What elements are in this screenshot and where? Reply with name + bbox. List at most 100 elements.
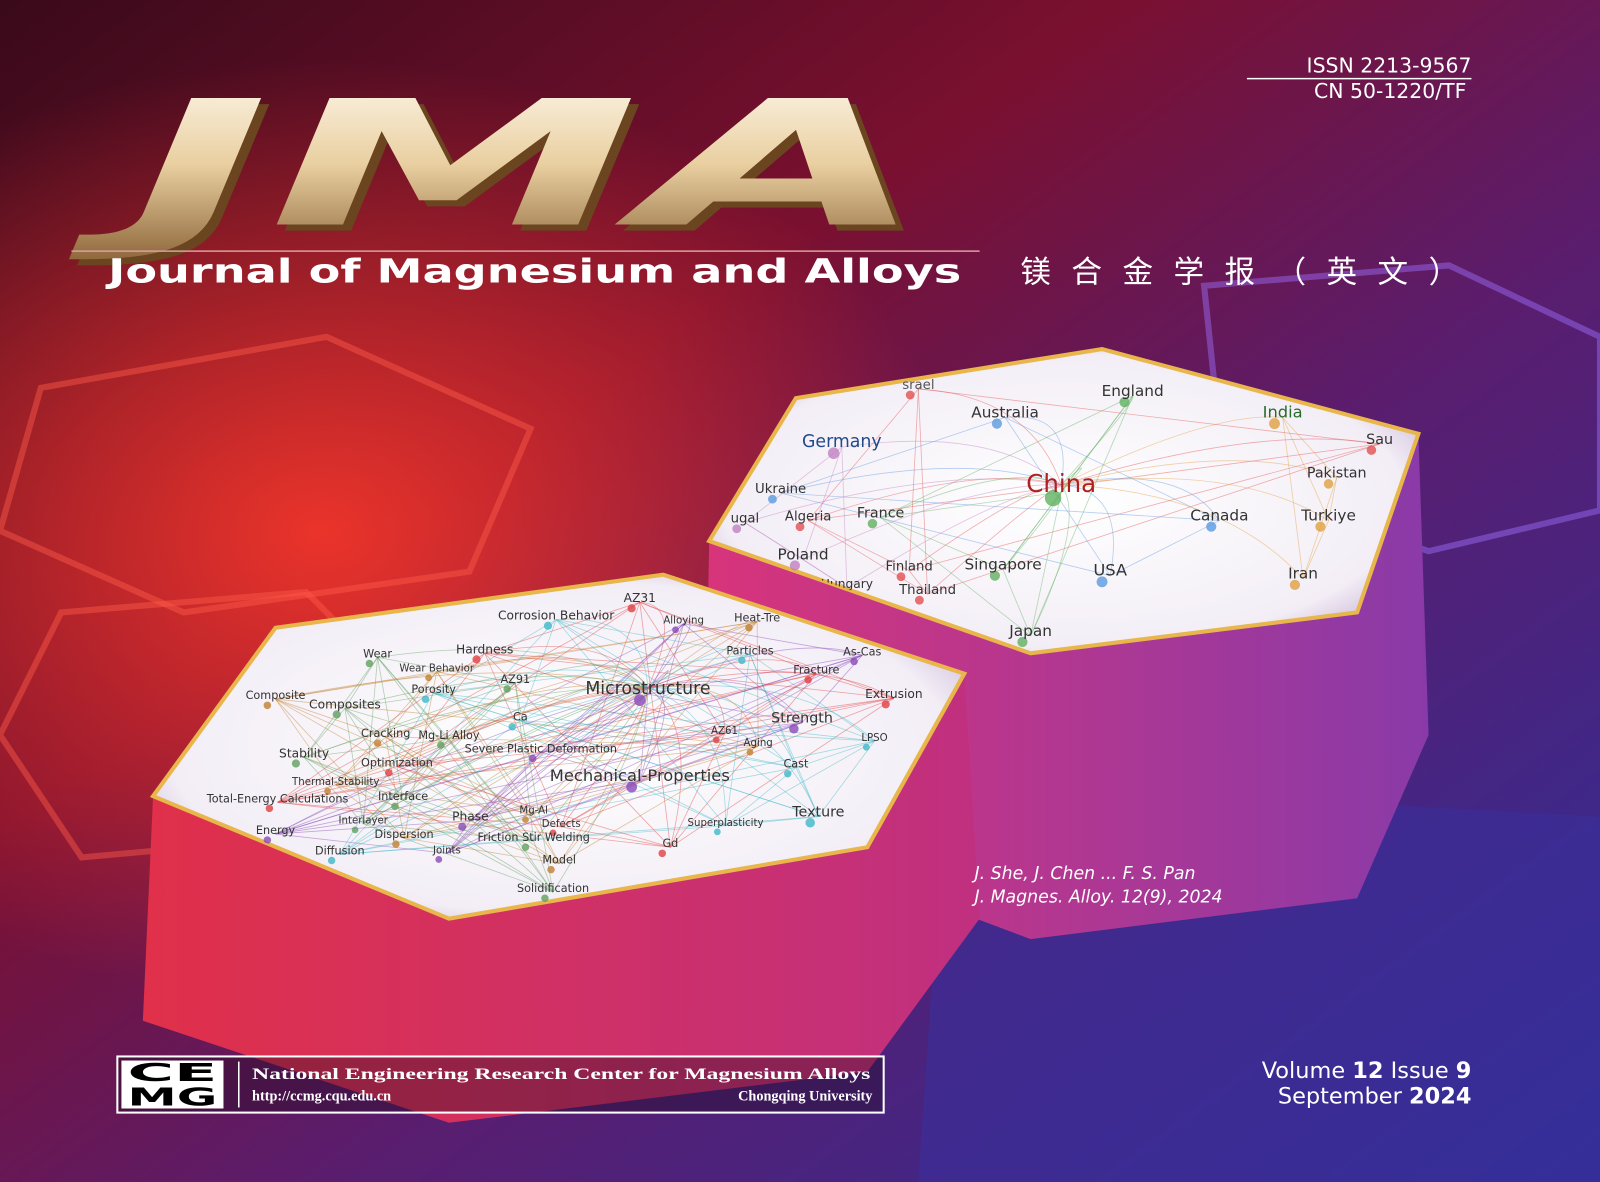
network-edge xyxy=(808,477,1062,521)
network-edge xyxy=(339,825,726,855)
network-edge xyxy=(377,657,450,740)
network-edge xyxy=(744,478,1062,524)
network-edge xyxy=(433,692,819,817)
network-edge xyxy=(446,722,803,854)
network-edge xyxy=(344,708,554,893)
network-edge xyxy=(448,684,649,740)
network-edge xyxy=(725,740,875,827)
network-label: LPSO xyxy=(861,733,887,744)
network-node xyxy=(914,595,924,605)
network-label: India xyxy=(1263,402,1303,421)
network-node xyxy=(896,572,906,582)
network-edge xyxy=(639,602,725,735)
network-edge xyxy=(749,653,875,742)
network-label: USA xyxy=(1093,561,1128,580)
network-edge xyxy=(470,751,542,821)
network-edge xyxy=(484,652,725,735)
network-node xyxy=(1269,418,1280,430)
network-label: Stability xyxy=(279,746,329,760)
network-node xyxy=(626,781,638,793)
authors: J. She, J. Chen ... F. S. Pan xyxy=(971,864,1195,884)
network-label: AZ91 xyxy=(500,673,530,686)
network-edge xyxy=(446,780,640,854)
network-edge xyxy=(363,687,649,825)
network-label: Dispersion xyxy=(374,828,433,841)
network-edge xyxy=(363,823,554,893)
network-edge xyxy=(363,823,534,842)
network-edge xyxy=(647,685,875,742)
network-edge xyxy=(552,687,649,893)
network-edge xyxy=(802,446,843,560)
network-edge xyxy=(1030,491,1062,636)
network-node xyxy=(365,659,374,668)
network-edge xyxy=(1060,467,1082,493)
network-edge xyxy=(1002,395,1133,570)
network-edge xyxy=(335,671,438,786)
network-edge xyxy=(841,447,848,588)
network-node xyxy=(784,769,792,778)
network-node xyxy=(850,657,858,666)
network-label: Thermal-Stability xyxy=(291,777,379,788)
network-label: Interface xyxy=(378,790,428,803)
network-edge xyxy=(1110,520,1220,577)
network-edge xyxy=(558,687,649,864)
network-node xyxy=(351,826,359,834)
network-label: Severe Plastic Deformation xyxy=(465,742,617,755)
network-edge xyxy=(647,685,759,747)
network-node xyxy=(332,710,341,719)
network-edge xyxy=(446,654,863,854)
network-node xyxy=(547,865,555,874)
network-edge xyxy=(725,816,819,827)
network-edge xyxy=(484,601,640,654)
network-edge xyxy=(385,671,438,738)
network-edge xyxy=(846,484,1062,589)
network-node xyxy=(745,624,753,632)
network-edge xyxy=(647,659,817,689)
network-edge xyxy=(647,670,669,695)
network-edge xyxy=(335,784,405,839)
network-edge xyxy=(1282,417,1329,521)
network-edge xyxy=(807,520,928,595)
network-edge xyxy=(555,619,875,742)
network-edge xyxy=(385,621,758,738)
citation: J. Magnes. Alloy. 12(9), 2024 xyxy=(971,887,1222,907)
network-edge xyxy=(402,799,534,842)
network-node xyxy=(713,828,721,836)
network-node xyxy=(746,748,754,756)
network-edge xyxy=(560,687,649,828)
network-edge xyxy=(749,654,819,817)
network-edge xyxy=(303,757,364,824)
network-node xyxy=(437,741,445,749)
network-edge xyxy=(344,708,404,801)
network-edge xyxy=(335,621,758,786)
network-edge xyxy=(277,766,398,803)
network-node xyxy=(385,768,393,777)
network-edge xyxy=(1060,395,1134,486)
network-edge xyxy=(377,648,649,689)
network-edge xyxy=(780,492,1111,577)
network-label: Australia xyxy=(971,403,1039,421)
network-edge xyxy=(1061,484,1304,580)
network-edge xyxy=(484,646,649,689)
network-edge xyxy=(403,621,758,839)
network-edge xyxy=(555,619,797,768)
network-edge xyxy=(335,784,534,814)
network-node xyxy=(541,894,549,902)
network-edge xyxy=(362,657,378,824)
network-edge xyxy=(470,780,640,822)
network-label: Ukraine xyxy=(755,482,806,497)
network-node xyxy=(881,700,890,709)
network-edge xyxy=(908,388,919,571)
network-node xyxy=(528,754,537,763)
network-edge xyxy=(339,740,875,855)
network-edge xyxy=(470,722,803,822)
network-edge xyxy=(533,840,554,893)
network-label: Energy xyxy=(256,824,296,837)
publisher-url: http://ccmg.cqu.edu.cn xyxy=(252,1088,391,1104)
network-edge xyxy=(744,522,804,560)
network-edge xyxy=(1282,417,1338,478)
network-node xyxy=(862,743,870,751)
network-label: Singapore xyxy=(964,556,1041,574)
network-edge xyxy=(433,619,557,694)
network-edge xyxy=(385,736,759,747)
